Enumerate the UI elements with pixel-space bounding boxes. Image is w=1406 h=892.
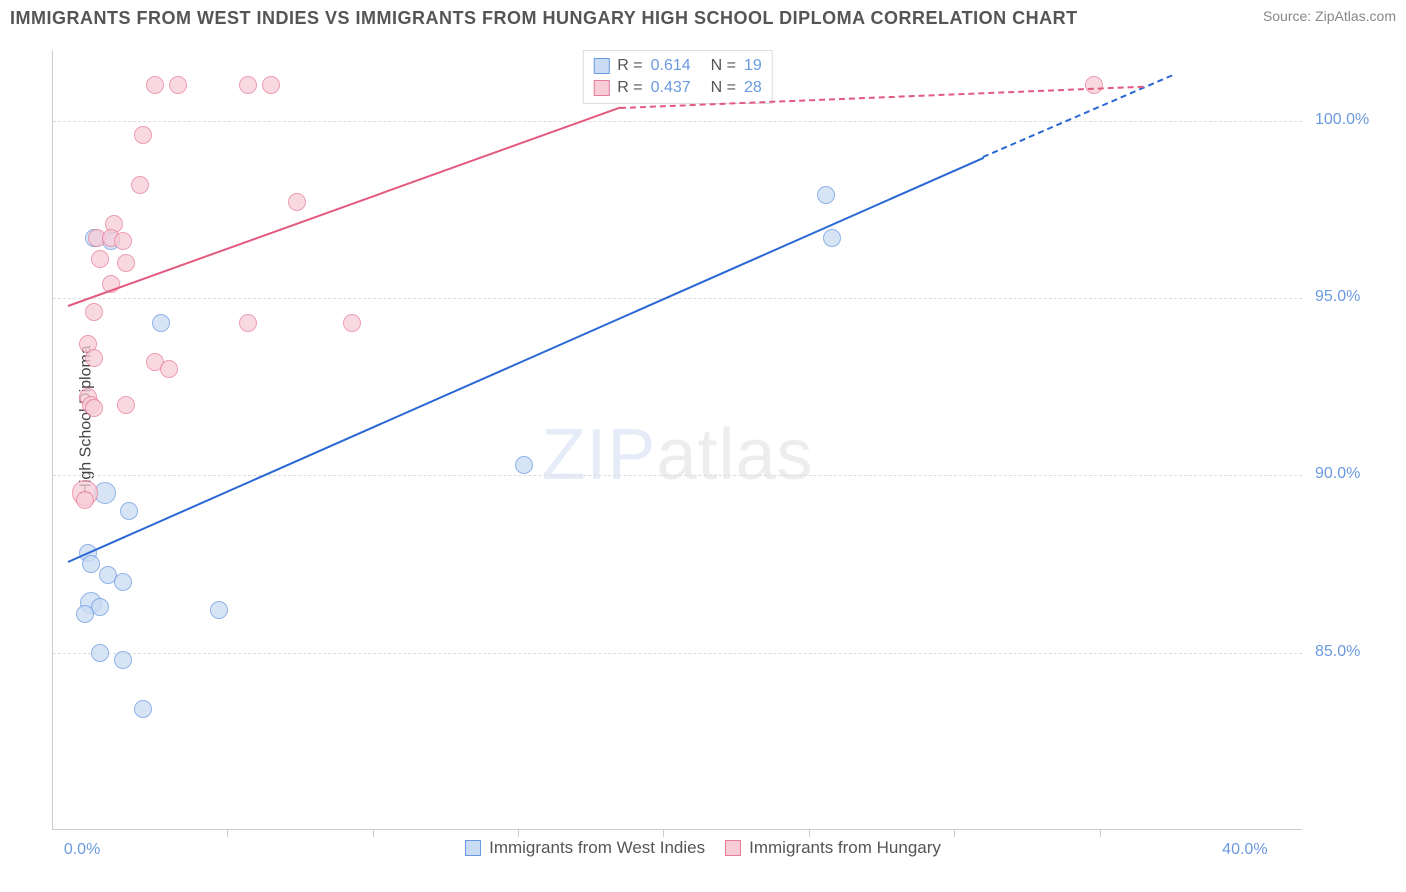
watermark-zip: ZIP [541,415,656,495]
series-legend: Immigrants from West Indies Immigrants fr… [0,838,1406,858]
r-legend-row-west_indies: R = 0.614 N = 19 [593,55,761,77]
watermark: ZIPatlas [541,414,813,496]
y-tick-label: 95.0% [1315,288,1360,306]
data-point-hungary [117,396,135,414]
data-point-west_indies [823,229,841,247]
x-tick [518,829,519,837]
gridline-h [53,121,1302,122]
data-point-west_indies [114,651,132,669]
r-legend-row-hungary: R = 0.437 N = 28 [593,77,761,99]
x-tick [373,829,374,837]
n-label: N = [711,79,736,97]
gridline-h [53,475,1302,476]
legend-swatch [593,80,609,96]
r-value: 0.614 [651,57,703,75]
data-point-west_indies [91,644,109,662]
legend-label: Immigrants from West Indies [489,838,705,858]
data-point-west_indies [114,573,132,591]
data-point-hungary [117,254,135,272]
data-point-hungary [288,193,306,211]
data-point-hungary [76,491,94,509]
data-point-hungary [85,399,103,417]
data-point-hungary [239,314,257,332]
legend-swatch [593,58,609,74]
r-label: R = [617,57,642,75]
data-point-hungary [131,176,149,194]
legend-label: Immigrants from Hungary [749,838,941,858]
legend-swatch [465,840,481,856]
x-tick [809,829,810,837]
y-tick-label: 100.0% [1315,111,1369,129]
x-tick [663,829,664,837]
x-tick [1100,829,1101,837]
data-point-west_indies [76,605,94,623]
data-point-west_indies [134,700,152,718]
data-point-hungary [85,303,103,321]
data-point-west_indies [82,555,100,573]
watermark-atlas: atlas [656,415,813,495]
gridline-h [53,653,1302,654]
data-point-west_indies [120,502,138,520]
trendline-west_indies [67,156,983,562]
data-point-west_indies [152,314,170,332]
source-attribution: Source: ZipAtlas.com [1263,8,1396,24]
y-tick-label: 85.0% [1315,643,1360,661]
legend-item-west_indies: Immigrants from West Indies [465,838,705,858]
data-point-hungary [262,76,280,94]
title-bar: IMMIGRANTS FROM WEST INDIES VS IMMIGRANT… [10,8,1396,29]
x-tick [954,829,955,837]
data-point-hungary [169,76,187,94]
data-point-hungary [160,360,178,378]
source-label: Source: [1263,8,1315,24]
n-value: 28 [744,79,762,97]
source-link[interactable]: ZipAtlas.com [1315,8,1396,24]
r-value: 0.437 [651,79,703,97]
data-point-west_indies [817,186,835,204]
legend-swatch [725,840,741,856]
legend-item-hungary: Immigrants from Hungary [725,838,941,858]
data-point-hungary [343,314,361,332]
n-value: 19 [744,57,762,75]
x-tick [227,829,228,837]
data-point-hungary [239,76,257,94]
data-point-hungary [1085,76,1103,94]
correlation-legend: R = 0.614 N = 19 R = 0.437 N = 28 [582,50,772,104]
data-point-west_indies [210,601,228,619]
y-tick-label: 90.0% [1315,465,1360,483]
data-point-hungary [134,126,152,144]
data-point-hungary [85,349,103,367]
plot-area: ZIPatlas R =0.614N =19R =0.437N =28 85.0… [52,50,1302,830]
data-point-hungary [146,76,164,94]
gridline-h [53,298,1302,299]
r-label: R = [617,79,642,97]
data-point-west_indies [515,456,533,474]
data-point-hungary [91,250,109,268]
data-point-hungary [114,232,132,250]
n-label: N = [711,57,736,75]
chart-title: IMMIGRANTS FROM WEST INDIES VS IMMIGRANT… [10,8,1078,29]
